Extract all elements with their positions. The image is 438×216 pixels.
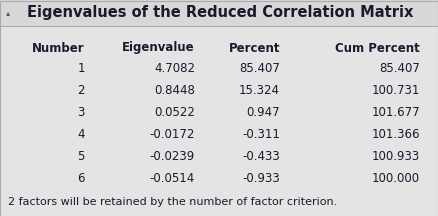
Text: 4: 4 (78, 127, 85, 140)
Text: 0.0522: 0.0522 (154, 105, 194, 119)
Text: -0.311: -0.311 (242, 127, 279, 140)
Text: 2 factors will be retained by the number of factor criterion.: 2 factors will be retained by the number… (8, 197, 336, 207)
Text: 100.933: 100.933 (371, 149, 419, 162)
Text: Eigenvalues of the Reduced Correlation Matrix: Eigenvalues of the Reduced Correlation M… (27, 5, 412, 21)
Text: 100.000: 100.000 (371, 172, 419, 184)
Text: 100.731: 100.731 (371, 84, 419, 97)
Text: Number: Number (32, 41, 85, 54)
Text: ▴: ▴ (6, 8, 10, 17)
Text: 0.947: 0.947 (246, 105, 279, 119)
Text: 4.7082: 4.7082 (154, 62, 194, 75)
Text: 101.366: 101.366 (371, 127, 419, 140)
Text: 3: 3 (78, 105, 85, 119)
Text: 15.324: 15.324 (238, 84, 279, 97)
Text: 5: 5 (78, 149, 85, 162)
Text: -0.933: -0.933 (242, 172, 279, 184)
Bar (0, 0, 438, 26)
Text: -0.0239: -0.0239 (149, 149, 194, 162)
Text: 1: 1 (78, 62, 85, 75)
Text: 0.8448: 0.8448 (154, 84, 194, 97)
Text: -0.0172: -0.0172 (149, 127, 194, 140)
Text: 2: 2 (78, 84, 85, 97)
Text: -0.0514: -0.0514 (149, 172, 194, 184)
Text: Percent: Percent (228, 41, 279, 54)
Text: 101.677: 101.677 (371, 105, 419, 119)
Text: 85.407: 85.407 (378, 62, 419, 75)
Text: 85.407: 85.407 (239, 62, 279, 75)
Text: Cum Percent: Cum Percent (335, 41, 419, 54)
Text: Eigenvalue: Eigenvalue (122, 41, 194, 54)
Text: 6: 6 (78, 172, 85, 184)
Text: -0.433: -0.433 (242, 149, 279, 162)
